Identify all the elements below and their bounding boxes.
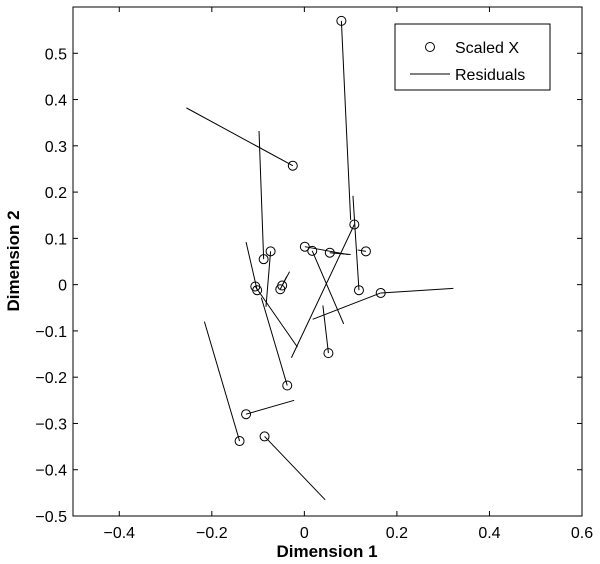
- scaled-x-point: [353, 285, 364, 296]
- y-axis-title: Dimension 2: [4, 210, 23, 311]
- ticks-layer: −0.4 −0.2 0 0.2 0.4 0.6 −0.5 −0.4 −0.3 −0.2 −0.1 0 0…: [35, 7, 593, 542]
- scaled-x-point: [299, 241, 310, 252]
- scaled-x-point: [265, 246, 276, 257]
- scaled-x-point: [241, 409, 252, 420]
- residual-line: [352, 195, 360, 291]
- x-tick-label: 0.4: [478, 525, 500, 542]
- residual-line: [245, 399, 295, 415]
- x-tick-label: 0.2: [386, 525, 408, 542]
- scaled-x-point: [349, 219, 360, 230]
- y-tick-label: 0.5: [45, 46, 67, 63]
- residual-line: [260, 297, 288, 386]
- x-tick-label: −0.4: [103, 525, 135, 542]
- scaled-x-point: [287, 160, 298, 171]
- legend-label-scaled-x: Scaled X: [455, 40, 519, 57]
- residual-line: [279, 276, 288, 290]
- residual-line: [264, 436, 326, 501]
- y-tick-label: 0.4: [45, 93, 67, 110]
- scaled-x-point: [258, 254, 269, 265]
- y-tick-label: −0.4: [35, 463, 67, 480]
- y-tick-label: −0.1: [35, 324, 67, 341]
- plot-area: [72, 6, 583, 517]
- y-tick-label: −0.2: [35, 370, 67, 387]
- scaled-x-point: [234, 436, 245, 447]
- scaled-x-point: [252, 285, 263, 296]
- scaled-x-point: [375, 287, 386, 298]
- x-axis-title: Dimension 1: [276, 542, 377, 561]
- x-tick-label: 0: [300, 525, 309, 542]
- x-tick-label: −0.2: [196, 525, 228, 542]
- scaled-x-point: [275, 284, 286, 295]
- residual-line: [311, 250, 345, 325]
- residual-line: [380, 287, 454, 294]
- x-tick-label: 0.6: [571, 525, 593, 542]
- y-tick-label: −0.5: [35, 509, 67, 526]
- scaled-x-point: [259, 431, 270, 442]
- y-tick-label: 0.1: [45, 231, 67, 248]
- residual-line: [265, 251, 272, 307]
- legend-marker-scaled-x: [425, 42, 435, 52]
- residual-line: [340, 20, 352, 220]
- residual-line: [290, 224, 355, 358]
- y-tick-label: −0.3: [35, 416, 67, 433]
- residual-line: [258, 130, 265, 260]
- residual-line: [186, 107, 294, 167]
- legend: Scaled X Residuals: [394, 23, 551, 91]
- scaled-x-point: [282, 380, 293, 391]
- residual-line: [203, 321, 241, 442]
- scaled-x-point: [323, 348, 334, 359]
- legend-label-residuals: Residuals: [455, 67, 525, 84]
- scaled-x-point: [336, 15, 347, 26]
- y-tick-label: 0: [58, 278, 67, 295]
- scaled-x-point: [324, 247, 335, 258]
- y-tick-label: 0.3: [45, 139, 67, 156]
- residual-line: [254, 286, 298, 348]
- scaled-x-point: [360, 246, 371, 257]
- y-tick-label: 0.2: [45, 185, 67, 202]
- scaled-x-point: [307, 245, 318, 256]
- residual-line: [322, 305, 329, 354]
- residuals-layer: [186, 20, 454, 501]
- points-layer: [234, 15, 386, 447]
- legend-box: [394, 23, 551, 91]
